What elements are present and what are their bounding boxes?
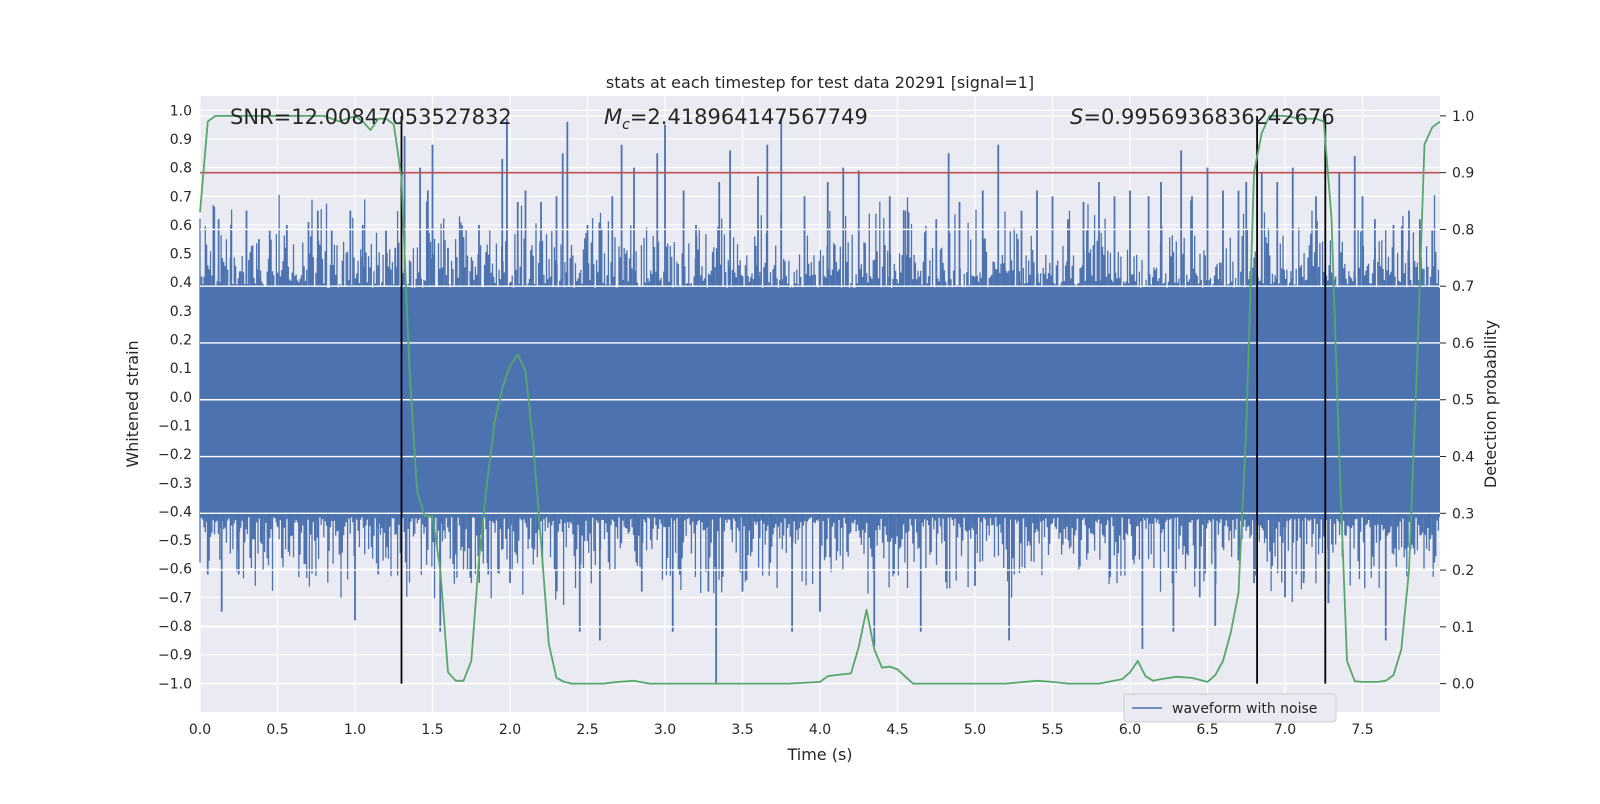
strain-spikes <box>199 118 1440 684</box>
y2-tick-label: 0.0 <box>1452 677 1474 693</box>
y-tick-label: −0.8 <box>158 619 192 635</box>
y-tick-label: 1.0 <box>170 103 192 119</box>
x-tick-label: 7.0 <box>1274 722 1296 738</box>
y-tick-label: −0.3 <box>158 476 192 492</box>
y-tick-label: −0.6 <box>158 562 192 578</box>
x-tick-label: 0.5 <box>266 722 288 738</box>
y-tick-label: 0.2 <box>170 333 192 349</box>
y-tick-label: 0.4 <box>170 275 192 291</box>
x-tick-label: 4.0 <box>809 722 831 738</box>
y-tick-label: 0.6 <box>170 218 192 234</box>
mc-subscript: c <box>622 117 630 133</box>
x-tick-label: 2.0 <box>499 722 521 738</box>
s-annotation: S=0.9956936836242676 <box>1070 105 1335 129</box>
y-tick-label: −0.4 <box>158 504 192 520</box>
legend: waveform with noise <box>1123 693 1337 723</box>
x-tick-label: 0.0 <box>189 722 211 738</box>
y-tick-label: −0.2 <box>158 447 192 463</box>
snr-annotation: SNR=12.00847053527832 <box>230 105 512 129</box>
x-tick-label: 3.0 <box>654 722 676 738</box>
x-tick-label: 3.5 <box>731 722 753 738</box>
x-tick-label: 1.5 <box>421 722 443 738</box>
y2-tick-label: 0.3 <box>1452 506 1474 522</box>
y-tick-label: 0.3 <box>170 304 192 320</box>
probability-series <box>199 115 1441 685</box>
x-tick-label: 6.5 <box>1196 722 1218 738</box>
x-tick-label: 1.0 <box>344 722 366 738</box>
y2-tick-label: 0.1 <box>1452 620 1474 636</box>
y-tick-label: 0.9 <box>170 132 192 148</box>
y2-tick-label: 0.2 <box>1452 563 1474 579</box>
x-tick-label: 2.5 <box>576 722 598 738</box>
y-axis-label: Whitened strain <box>123 340 142 467</box>
y2-tick-label: 0.7 <box>1452 279 1474 295</box>
vertical-markers <box>400 115 1327 684</box>
y-tick-label: 0.0 <box>170 390 192 406</box>
y-tick-label: −0.1 <box>158 418 192 434</box>
y2-tick-label: 1.0 <box>1452 109 1474 125</box>
grid-right <box>200 115 1440 685</box>
y-tick-label: 0.1 <box>170 361 192 377</box>
y2-tick-label: 0.4 <box>1452 450 1474 466</box>
x-tick-label: 4.5 <box>886 722 908 738</box>
x-axis-ticks: 0.0 0.5 1.0 1.5 2.0 2.5 3.0 3.5 4.0 4.5 5.0 5.5 6.0 6… <box>189 722 1374 738</box>
y-axis-ticks: 1.0 0.9 0.8 0.7 0.6 0.5 0.4 0.3 0.2 0.1 0.0 −0.1 −0.… <box>158 103 192 692</box>
y-tick-label: −0.7 <box>158 590 192 606</box>
chart-title: stats at each timestep for test data 202… <box>606 73 1034 92</box>
x-tick-label: 6.0 <box>1119 722 1141 738</box>
y-tick-label: 0.5 <box>170 247 192 263</box>
y2-tick-label: 0.6 <box>1452 336 1474 352</box>
mc-symbol: M <box>604 105 622 129</box>
x-tick-label: 5.5 <box>1041 722 1063 738</box>
y-tick-label: −1.0 <box>158 676 192 692</box>
y-tick-label: −0.9 <box>158 648 192 664</box>
x-axis-label: Time (s) <box>786 745 852 764</box>
y2-axis-ticks: 1.0 0.9 0.8 0.7 0.6 0.5 0.4 0.3 0.2 0.1 0.0 <box>1440 109 1474 693</box>
mc-value: =2.418964147567749 <box>630 105 868 129</box>
y-tick-label: 0.8 <box>170 161 192 177</box>
mc-annotation: Mc=2.418964147567749 <box>604 105 868 133</box>
y2-tick-label: 0.8 <box>1452 222 1474 238</box>
y2-tick-label: 0.9 <box>1452 166 1474 182</box>
y2-axis-label: Detection probability <box>1481 320 1500 488</box>
legend-label: waveform with noise <box>1172 701 1317 717</box>
x-tick-label: 5.0 <box>964 722 986 738</box>
x-tick-label: 7.5 <box>1351 722 1373 738</box>
s-symbol: S <box>1070 105 1083 129</box>
legend-box <box>1123 693 1337 723</box>
s-value: =0.9956936836242676 <box>1083 105 1334 129</box>
y-tick-label: 0.7 <box>170 189 192 205</box>
detection-probability-line <box>199 115 1441 685</box>
y-tick-label: −0.5 <box>158 533 192 549</box>
y2-tick-label: 0.5 <box>1452 393 1474 409</box>
strain-noise-spikes <box>199 194 1440 606</box>
